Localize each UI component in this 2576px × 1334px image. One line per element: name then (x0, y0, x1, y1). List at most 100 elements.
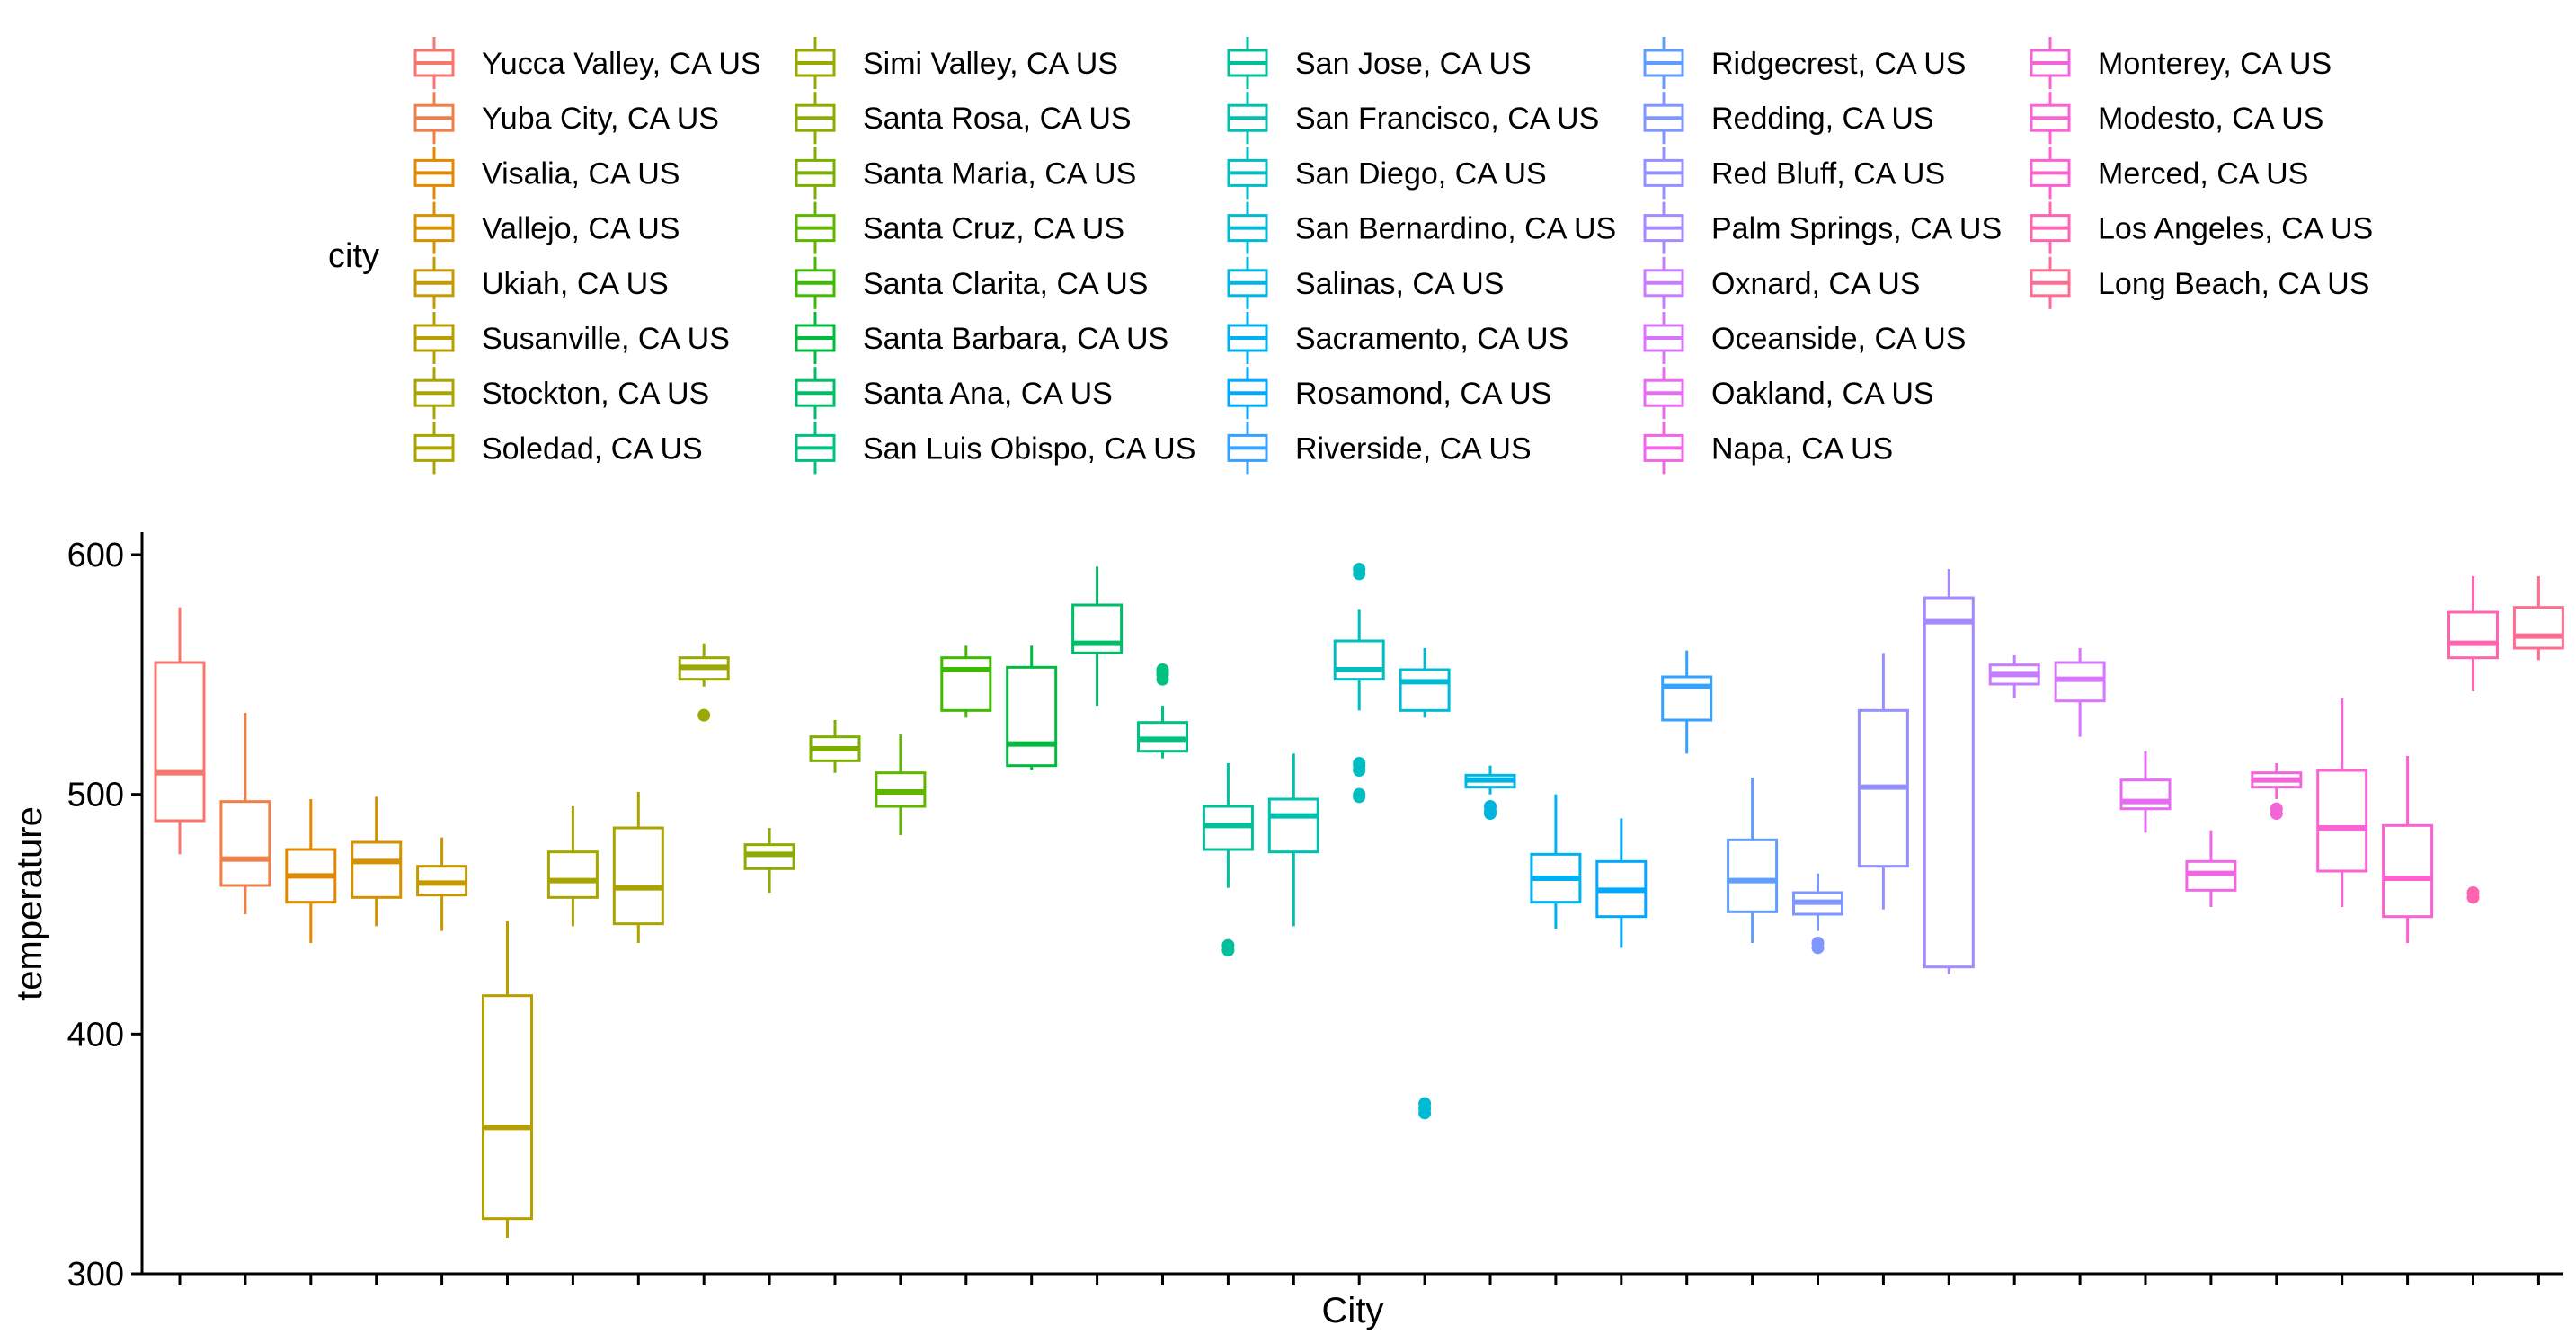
box (940, 656, 992, 712)
legend-key (1227, 37, 1268, 89)
legend-key (2030, 37, 2071, 89)
outlier-point (1353, 757, 1366, 769)
legend-label: Santa Barbara, CA US (863, 322, 1168, 356)
legend-key (413, 92, 455, 145)
legend-label: San Bernardino, CA US (1295, 212, 1616, 246)
legend-label: Visalia, CA US (482, 156, 680, 191)
box (2447, 610, 2499, 660)
box-group (875, 734, 927, 835)
legend-label: Sacramento, CA US (1295, 322, 1568, 356)
legend-key (413, 312, 455, 364)
outlier-point (1156, 663, 1169, 676)
legend-key (2030, 201, 2071, 254)
legend-label: Simi Valley, CA US (863, 47, 1118, 81)
box-group (1071, 566, 1124, 706)
box-group (1464, 765, 1516, 820)
box-group (1137, 663, 1188, 759)
y-axis-title: temperature (10, 806, 49, 1000)
legend-key (413, 147, 455, 200)
legend-key (795, 92, 836, 145)
legend-label: Oxnard, CA US (1711, 267, 1920, 301)
outlier-point (1221, 938, 1235, 952)
box-group (1333, 563, 1385, 804)
box-group (1202, 763, 1254, 956)
y-tick-label: 300 (67, 1256, 124, 1294)
axes: City temperature 300 400 500 600 (10, 532, 2563, 1330)
box (1661, 675, 1713, 722)
box-group (2382, 756, 2434, 943)
legend-key (795, 147, 836, 200)
box (1267, 797, 1319, 854)
box-group (1006, 645, 1058, 770)
legend-label: Merced, CA US (2098, 156, 2308, 191)
legend-key (795, 422, 836, 475)
legend-key (1643, 201, 1684, 254)
legend-key (413, 37, 455, 89)
legend-label: Stockton, CA US (482, 377, 709, 411)
plot-area (154, 563, 2564, 1238)
outlier-point (1484, 800, 1497, 813)
legend-label: Ukiah, CA US (482, 267, 669, 301)
outlier-point (1353, 787, 1366, 801)
box (546, 850, 599, 899)
box-group (482, 921, 533, 1238)
legend-label: Riverside, CA US (1295, 431, 1532, 466)
box-group (678, 643, 730, 722)
legend-key (413, 201, 455, 254)
legend-key (1227, 147, 1268, 200)
box (2316, 769, 2368, 873)
legend-key (1643, 147, 1684, 200)
outlier-point (1811, 937, 1825, 949)
legend-key (795, 256, 836, 309)
legend-key (413, 256, 455, 309)
box (2382, 823, 2434, 919)
legend-label: Santa Rosa, CA US (863, 102, 1132, 136)
box (154, 661, 206, 823)
legend-label: Ridgecrest, CA US (1711, 47, 1966, 81)
legend-key (1643, 367, 1684, 420)
legend-label: Oceanside, CA US (1711, 322, 1966, 356)
box (482, 994, 533, 1221)
box-group (612, 792, 664, 943)
legend-key (795, 367, 836, 420)
legend: city Yucca Valley, CA US Yuba City, CA US… (328, 37, 2373, 475)
legend-label: Vallejo, CA US (482, 212, 680, 246)
box-group (1661, 650, 1713, 754)
box (612, 826, 664, 926)
outlier-point (1353, 563, 1366, 575)
box-group (1595, 818, 1648, 948)
box-group (351, 796, 403, 927)
legend-key (2030, 256, 2071, 309)
legend-label: Long Beach, CA US (2098, 267, 2369, 301)
box-group (1727, 778, 1779, 943)
box (2119, 778, 2172, 811)
legend-key (1227, 422, 1268, 475)
box-group (2119, 751, 2172, 833)
box-group (154, 607, 206, 855)
legend-key (1643, 256, 1684, 309)
box-group (1988, 655, 2040, 698)
legend-label: Yuba City, CA US (482, 102, 719, 136)
legend-label: Napa, CA US (1711, 431, 1893, 466)
legend-key (413, 367, 455, 420)
box-group (1857, 653, 1909, 910)
outlier-point (697, 708, 711, 722)
legend-label: Rosamond, CA US (1295, 377, 1551, 411)
legend-key (1643, 37, 1684, 89)
legend-key (795, 201, 836, 254)
box-group (1792, 873, 1843, 955)
box (351, 840, 403, 899)
legend-label: Soledad, CA US (482, 431, 703, 466)
box-group (2054, 648, 2106, 737)
legend-key (413, 422, 455, 475)
legend-label: San Luis Obispo, CA US (863, 431, 1195, 466)
legend-key (1643, 92, 1684, 145)
box-group (1267, 753, 1319, 927)
legend-label: Los Angeles, CA US (2098, 212, 2373, 246)
legend-key (795, 37, 836, 89)
box-group (940, 645, 992, 718)
legend-title: city (328, 237, 379, 275)
legend-label: Santa Cruz, CA US (863, 212, 1124, 246)
legend-key (1227, 367, 1268, 420)
